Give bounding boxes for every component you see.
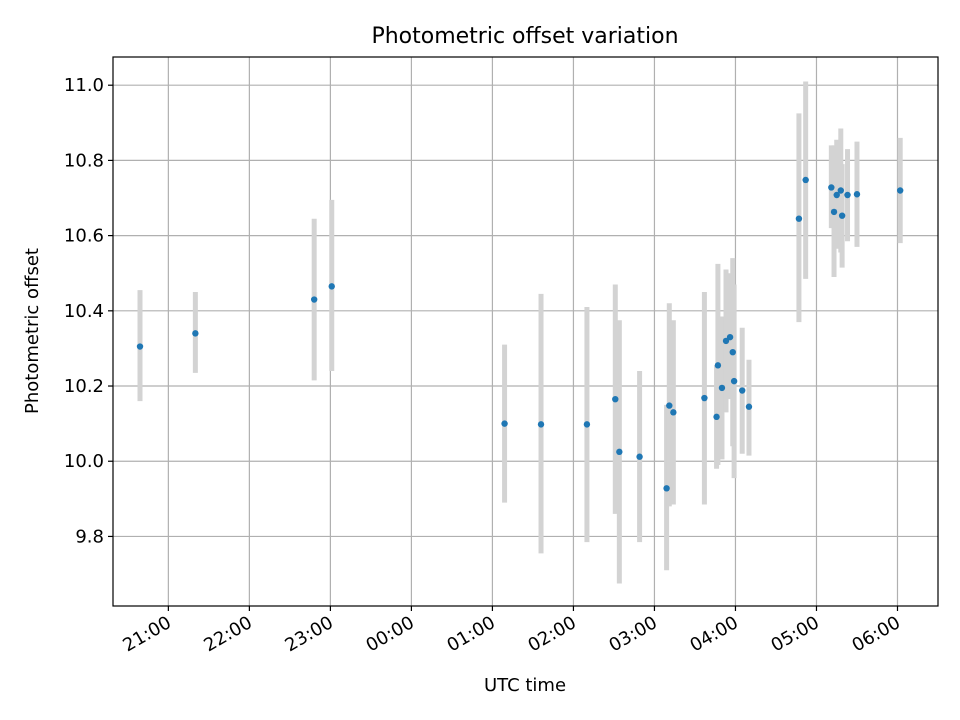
data-points: [136, 176, 904, 492]
y-tick-label: 10.2: [64, 376, 104, 397]
data-point: [537, 421, 545, 428]
data-point: [896, 187, 904, 194]
data-point: [328, 283, 335, 290]
data-point: [729, 348, 736, 356]
x-axis-label: UTC time: [484, 675, 566, 696]
data-point: [663, 485, 670, 492]
data-point: [802, 176, 809, 184]
data-point: [828, 184, 835, 191]
grid: [113, 57, 938, 606]
data-point: [739, 387, 746, 394]
data-point: [844, 191, 851, 199]
plot-frame: [112, 56, 939, 607]
data-point: [718, 384, 726, 392]
y-tick-label: 10.0: [64, 451, 104, 472]
data-point: [310, 296, 318, 303]
data-point: [583, 421, 591, 428]
data-point: [612, 395, 619, 403]
y-tick-label: 10.8: [64, 150, 104, 171]
y-tick-label: 11.0: [64, 75, 104, 96]
data-point: [616, 448, 623, 456]
data-point: [837, 187, 844, 194]
data-point: [730, 377, 738, 385]
data-point: [670, 409, 677, 416]
data-point: [838, 212, 846, 219]
data-point: [833, 191, 840, 199]
data-point: [722, 337, 730, 345]
data-point: [853, 191, 861, 198]
y-tick-label: 9.8: [75, 526, 104, 547]
y-tick-label: 10.6: [64, 226, 104, 247]
data-point: [726, 333, 734, 341]
data-point: [830, 208, 838, 216]
data-point: [701, 394, 708, 402]
chart-title: Photometric offset variation: [371, 24, 678, 49]
data-point: [501, 420, 508, 427]
data-point: [136, 343, 144, 350]
data-point: [192, 330, 199, 337]
data-point: [714, 362, 722, 369]
data-point: [636, 453, 643, 460]
data-point: [713, 413, 720, 421]
data-point: [745, 403, 753, 410]
y-axis-label: Photometric offset: [22, 248, 43, 414]
data-point: [795, 215, 803, 222]
data-point: [666, 402, 673, 409]
y-tick-label: 10.4: [64, 301, 104, 322]
